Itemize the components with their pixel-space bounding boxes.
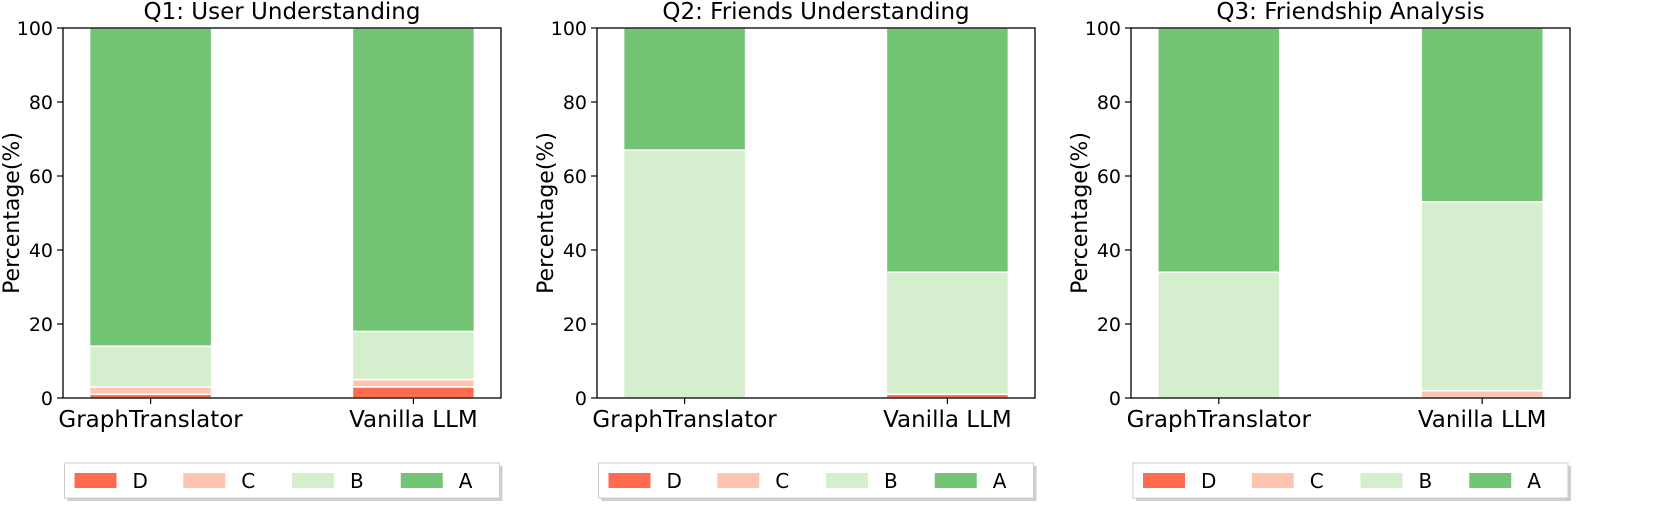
bar-segment-C-1 xyxy=(88,386,213,396)
legend-label-A: A xyxy=(993,469,1007,493)
y-tick-label: 60 xyxy=(1097,166,1121,188)
chart-title: Q2: Friends Understanding xyxy=(662,0,969,25)
legend-swatch-B xyxy=(292,473,334,488)
y-tick-label: 80 xyxy=(563,92,587,114)
legend-label-B: B xyxy=(350,469,364,493)
chart-panel-1: GraphTranslator Vanilla LLM 0 20 40 60 80 100 Q1… xyxy=(0,0,503,501)
axes-frame xyxy=(1130,27,1571,399)
x-tick-label: Vanilla LLM xyxy=(883,407,1012,433)
x-tick-label: Vanilla LLM xyxy=(1418,407,1547,433)
legend-label-C: C xyxy=(775,469,789,493)
bar-segment-B-2 xyxy=(1420,201,1544,392)
axes-frame xyxy=(596,27,1036,399)
y-tick-label: 40 xyxy=(29,240,53,262)
y-tick-label: 40 xyxy=(1097,240,1121,262)
y-tick-label: 40 xyxy=(563,240,587,262)
legend-swatch-C xyxy=(1251,473,1294,488)
legend-swatch-B xyxy=(1360,473,1403,488)
y-axis-label: Percentage(%) xyxy=(534,132,559,294)
legend-label-B: B xyxy=(1419,469,1433,493)
y-tick-label: 20 xyxy=(563,314,587,336)
bar-segment-C-2 xyxy=(1420,389,1544,399)
x-tick-label: GraphTranslator xyxy=(58,407,243,433)
y-tick-label: 80 xyxy=(1097,92,1121,114)
chart-panel-3: GraphTranslator Vanilla LLM 0 20 40 60 80 100 Q3… xyxy=(1068,0,1571,501)
legend-swatch-C xyxy=(717,473,760,488)
bar-segment-A-1 xyxy=(622,27,747,151)
legend-swatch-A xyxy=(400,473,443,488)
bar-segment-A-2 xyxy=(885,27,1010,273)
bar-segment-B-1 xyxy=(1157,271,1281,399)
x-tick-label: GraphTranslator xyxy=(592,407,777,433)
chart-title: Q3: Friendship Analysis xyxy=(1216,0,1484,25)
y-tick-label: 100 xyxy=(551,18,587,40)
legend-swatch-C xyxy=(183,473,226,488)
legend-label-D: D xyxy=(133,469,148,493)
x-tick-label: GraphTranslator xyxy=(1127,407,1312,433)
legend-swatch-D xyxy=(74,473,117,488)
bar-segment-A-2 xyxy=(1420,27,1544,203)
legend-swatch-D xyxy=(608,473,651,488)
legend-label-D: D xyxy=(1201,469,1216,493)
legend-label-B: B xyxy=(884,469,898,493)
y-tick-label: 60 xyxy=(29,166,53,188)
bar-segment-B-1 xyxy=(622,149,747,399)
y-tick-label: 0 xyxy=(1109,388,1121,410)
legend-label-C: C xyxy=(1310,469,1324,493)
bar-segment-B-2 xyxy=(351,330,476,381)
bar-segment-A-1 xyxy=(1157,27,1281,273)
y-axis-label: Percentage(%) xyxy=(0,132,25,294)
legend-label-D: D xyxy=(667,469,682,493)
chart-title: Q1: User Understanding xyxy=(144,0,421,25)
bar-segment-B-1 xyxy=(88,345,213,388)
y-tick-label: 20 xyxy=(29,314,53,336)
y-tick-label: 0 xyxy=(575,388,587,410)
y-tick-label: 80 xyxy=(29,92,53,114)
bar-segment-D-2 xyxy=(351,386,476,399)
y-tick-label: 100 xyxy=(17,18,53,40)
axes-frame xyxy=(62,27,502,399)
legend-label-A: A xyxy=(1527,469,1541,493)
y-tick-label: 0 xyxy=(41,388,53,410)
legend-swatch-D xyxy=(1143,473,1185,488)
x-tick-label: Vanilla LLM xyxy=(349,407,478,433)
bar-segment-C-2 xyxy=(351,378,476,388)
bar-segment-A-1 xyxy=(88,27,213,347)
bar-segment-A-2 xyxy=(351,27,476,333)
legend-swatch-A xyxy=(934,473,977,488)
legend-label-C: C xyxy=(241,469,255,493)
bar-segment-B-2 xyxy=(885,271,1010,396)
legend-label-A: A xyxy=(459,469,473,493)
chart-panel-2: GraphTranslator Vanilla LLM 0 20 40 60 80 100 Q2… xyxy=(534,0,1037,501)
y-tick-label: 100 xyxy=(1085,18,1121,40)
legend-swatch-A xyxy=(1469,473,1512,488)
y-tick-label: 60 xyxy=(563,166,587,188)
legend-swatch-B xyxy=(826,473,868,488)
y-tick-label: 20 xyxy=(1097,314,1121,336)
y-axis-label: Percentage(%) xyxy=(1068,132,1093,294)
